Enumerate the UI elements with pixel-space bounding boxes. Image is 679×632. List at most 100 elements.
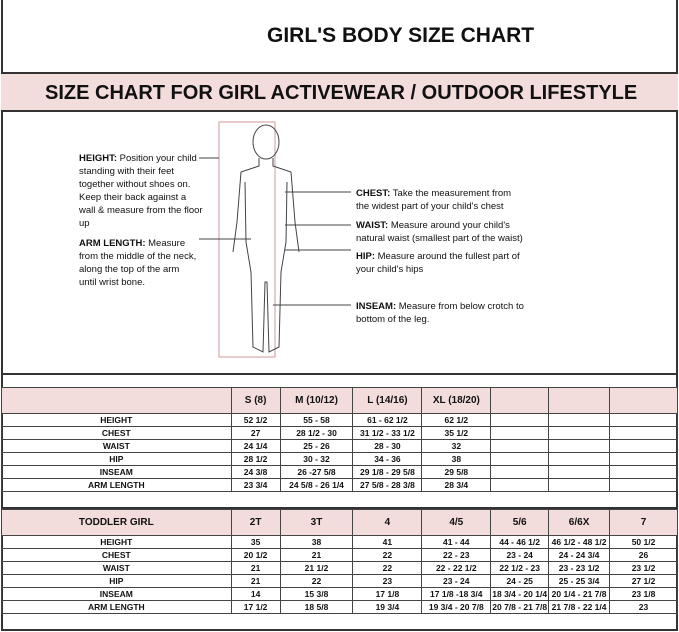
row-label: CHEST xyxy=(1,426,232,440)
table-cell: 27 xyxy=(230,426,281,440)
table-cell xyxy=(490,413,550,427)
table-cell: XL (18/20) xyxy=(421,387,492,414)
table-cell: 3T xyxy=(279,509,354,536)
table-row: INSEAM 14 15 3/8 17 1/8 17 1/8 -18 3/4 18 3/4… xyxy=(1,587,678,601)
table-cell: 30 - 32 xyxy=(279,452,354,466)
measurement-illustration: HEIGHT: Position your child standing wit… xyxy=(1,112,678,374)
table-cell: 4 xyxy=(352,509,423,536)
table-cell: 2T xyxy=(230,509,281,536)
divider xyxy=(1,373,678,375)
table-cell xyxy=(548,452,611,466)
table-cell: 46 1/2 - 48 1/2 xyxy=(548,535,611,549)
table-cell: 27 5/8 - 28 3/8 xyxy=(352,478,423,492)
table-cell: 20 7/8 - 21 7/8 xyxy=(490,600,550,614)
table-cell: M (10/12) xyxy=(279,387,354,414)
table-cell: 28 1/2 xyxy=(230,452,281,466)
table-cell: 28 3/4 xyxy=(421,478,492,492)
table-cell xyxy=(548,439,611,453)
row-label: ARM LENGTH xyxy=(1,600,232,614)
table-cell: 23 xyxy=(609,600,678,614)
header-row: S (8) M (10/12) L (14/16) XL (18/20) xyxy=(1,387,678,414)
table-cell xyxy=(490,387,550,414)
table-cell xyxy=(609,413,678,427)
table-cell: 35 1/2 xyxy=(421,426,492,440)
table-cell xyxy=(609,452,678,466)
table-cell: 23 - 24 xyxy=(490,548,550,562)
table-cell xyxy=(548,413,611,427)
table-cell: 22 - 22 1/2 xyxy=(421,561,492,575)
table-cell: 21 xyxy=(279,548,354,562)
table-cell: 62 1/2 xyxy=(421,413,492,427)
table-cell: 21 7/8 - 22 1/4 xyxy=(548,600,611,614)
table-cell xyxy=(490,439,550,453)
table-cell: 21 1/2 xyxy=(279,561,354,575)
row-label: INSEAM xyxy=(1,465,232,479)
table-cell: 14 xyxy=(230,587,281,601)
table-cell: 17 1/8 xyxy=(352,587,423,601)
table-cell xyxy=(548,465,611,479)
table-cell: 29 1/8 - 29 5/8 xyxy=(352,465,423,479)
page-title: GIRL'S BODY SIZE CHART xyxy=(267,24,535,47)
table-cell xyxy=(609,439,678,453)
row-label: TODDLER GIRL xyxy=(1,509,232,536)
table-cell xyxy=(490,452,550,466)
table-cell: 22 xyxy=(352,548,423,562)
table-cell: 41 - 44 xyxy=(421,535,492,549)
table-cell xyxy=(490,465,550,479)
table-cell: 22 xyxy=(279,574,354,588)
table-cell: 24 - 25 xyxy=(490,574,550,588)
table-cell: L (14/16) xyxy=(352,387,423,414)
table-cell: 20 1/2 xyxy=(230,548,281,562)
table-cell: 24 - 24 3/4 xyxy=(548,548,611,562)
table-cell: 52 1/2 xyxy=(230,413,281,427)
row-label: INSEAM xyxy=(1,587,232,601)
row-label xyxy=(1,387,232,414)
table-cell xyxy=(490,426,550,440)
table-cell: 20 1/4 - 21 7/8 xyxy=(548,587,611,601)
chest-note: CHEST: Take the measurement from the wid… xyxy=(356,188,512,212)
table-cell: 31 1/2 - 33 1/2 xyxy=(352,426,423,440)
table-cell: 7 xyxy=(609,509,678,536)
table-cell: 23 - 23 1/2 xyxy=(548,561,611,575)
table-cell: 17 1/8 -18 3/4 xyxy=(421,587,492,601)
waist-note: WAIST: Measure around your child's natur… xyxy=(356,220,523,244)
table-cell: 27 1/2 xyxy=(609,574,678,588)
table-cell: 23 1/8 xyxy=(609,587,678,601)
table-cell: 25 - 25 3/4 xyxy=(548,574,611,588)
table-cell: 38 xyxy=(279,535,354,549)
row-label: HEIGHT xyxy=(1,535,232,549)
table-cell: 21 xyxy=(230,574,281,588)
table-cell: 25 - 26 xyxy=(279,439,354,453)
row-label: ARM LENGTH xyxy=(1,478,232,492)
table-row: HIP 21 22 23 23 - 24 24 - 25 25 - 25 3/4 27 1/2 xyxy=(1,574,678,588)
table-cell: 17 1/2 xyxy=(230,600,281,614)
table-cell: 22 - 23 xyxy=(421,548,492,562)
inseam-note: INSEAM: Measure from below crotch to bot… xyxy=(356,301,524,325)
height-note: HEIGHT: Position your child standing wit… xyxy=(79,153,203,229)
table-cell xyxy=(548,478,611,492)
table-cell: 35 xyxy=(230,535,281,549)
table-cell: 61 - 62 1/2 xyxy=(352,413,423,427)
table-cell: 6/6X xyxy=(548,509,611,536)
table-row: CHEST 20 1/2 21 22 22 - 23 23 - 24 24 - 24 3/4… xyxy=(1,548,678,562)
table-cell: 28 - 30 xyxy=(352,439,423,453)
table-cell: 55 - 58 xyxy=(279,413,354,427)
table-cell: 24 1/4 xyxy=(230,439,281,453)
table-row: WAIST 24 1/4 25 - 26 28 - 30 32 xyxy=(1,439,678,453)
table-row: HEIGHT 35 38 41 41 - 44 44 - 46 1/2 46 1/2 - 4… xyxy=(1,535,678,549)
row-label: WAIST xyxy=(1,439,232,453)
table-cell: 18 3/4 - 20 1/4 xyxy=(490,587,550,601)
table-cell: 50 1/2 xyxy=(609,535,678,549)
table-cell: 21 xyxy=(230,561,281,575)
table-cell: 26 xyxy=(609,548,678,562)
subtitle-banner: SIZE CHART FOR GIRL ACTIVEWEAR / OUTDOOR… xyxy=(1,72,678,112)
table-cell: 23 xyxy=(352,574,423,588)
table-cell xyxy=(609,387,678,414)
row-label: HIP xyxy=(1,574,232,588)
table-row: ARM LENGTH 23 3/4 24 5/8 - 26 1/4 27 5/8 - … xyxy=(1,478,678,492)
table-cell: 44 - 46 1/2 xyxy=(490,535,550,549)
table-cell: 41 xyxy=(352,535,423,549)
table-cell: 23 - 24 xyxy=(421,574,492,588)
girl-size-table: S (8) M (10/12) L (14/16) XL (18/20) HEIGHT 5… xyxy=(1,387,678,492)
